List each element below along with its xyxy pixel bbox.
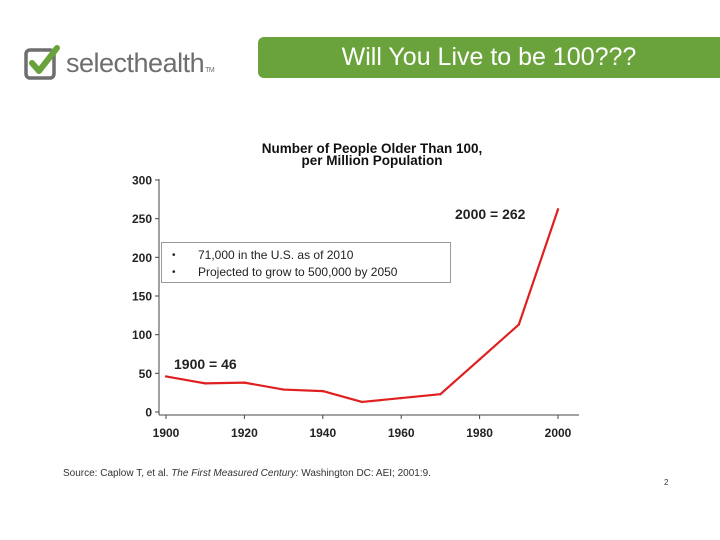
annotation-1900: 1900 = 46 xyxy=(174,356,237,372)
y-tick-label: 250 xyxy=(132,212,152,226)
data-point xyxy=(478,358,481,361)
data-point xyxy=(517,323,520,326)
data-point xyxy=(360,400,364,404)
logo-trademark: TM xyxy=(205,67,215,74)
callout-box: 71,000 in the U.S. as of 2010 Projected … xyxy=(161,242,451,283)
selecthealth-logo: selecthealthTM xyxy=(24,44,244,84)
logo-wordmark: selecthealthTM xyxy=(66,48,215,79)
y-tick-label: 150 xyxy=(132,290,152,304)
y-tick-label: 200 xyxy=(132,251,152,265)
callout-list: 71,000 in the U.S. as of 2010 Projected … xyxy=(172,247,450,281)
y-tick-label: 0 xyxy=(145,406,152,420)
data-point xyxy=(204,382,207,385)
data-point xyxy=(164,375,168,378)
y-tick-label: 100 xyxy=(132,328,152,342)
logo-brand-text: selecthealth xyxy=(66,48,205,78)
x-tick-label: 1980 xyxy=(466,426,493,440)
y-tick-label: 50 xyxy=(139,367,153,381)
callout-item: 71,000 in the U.S. as of 2010 xyxy=(172,247,450,264)
data-point xyxy=(243,381,246,384)
x-tick-label: 1920 xyxy=(231,426,258,440)
series-line xyxy=(165,209,560,404)
x-tick-label: 1900 xyxy=(153,426,180,440)
checkmark-logo-icon xyxy=(24,45,60,80)
x-tick-label: 1940 xyxy=(309,426,336,440)
data-point xyxy=(282,388,285,391)
page-number: 2 xyxy=(664,478,669,487)
data-point xyxy=(556,208,560,211)
callout-item: Projected to grow to 500,000 by 2050 xyxy=(172,264,450,281)
x-tick-label: 2000 xyxy=(545,426,572,440)
slide-title: Will You Live to be 100??? xyxy=(341,43,637,71)
chart-title: Number of People Older Than 100, xyxy=(262,141,483,156)
x-tick-label: 1960 xyxy=(388,426,415,440)
annotation-2000: 2000 = 262 xyxy=(455,206,526,222)
y-tick-label: 300 xyxy=(132,174,152,188)
source-prefix: Source: Caplow T, et al. xyxy=(63,468,172,479)
source-title: The First Measured Century: xyxy=(171,468,299,479)
data-point xyxy=(321,389,324,393)
source-citation: Source: Caplow T, et al. The First Measu… xyxy=(63,468,431,479)
data-point xyxy=(439,393,442,396)
source-suffix: Washington DC: AEI; 2001:9. xyxy=(298,468,431,479)
chart-subtitle: per Million Population xyxy=(302,153,443,168)
title-banner: Will You Live to be 100??? xyxy=(258,37,720,78)
data-point xyxy=(400,396,403,400)
